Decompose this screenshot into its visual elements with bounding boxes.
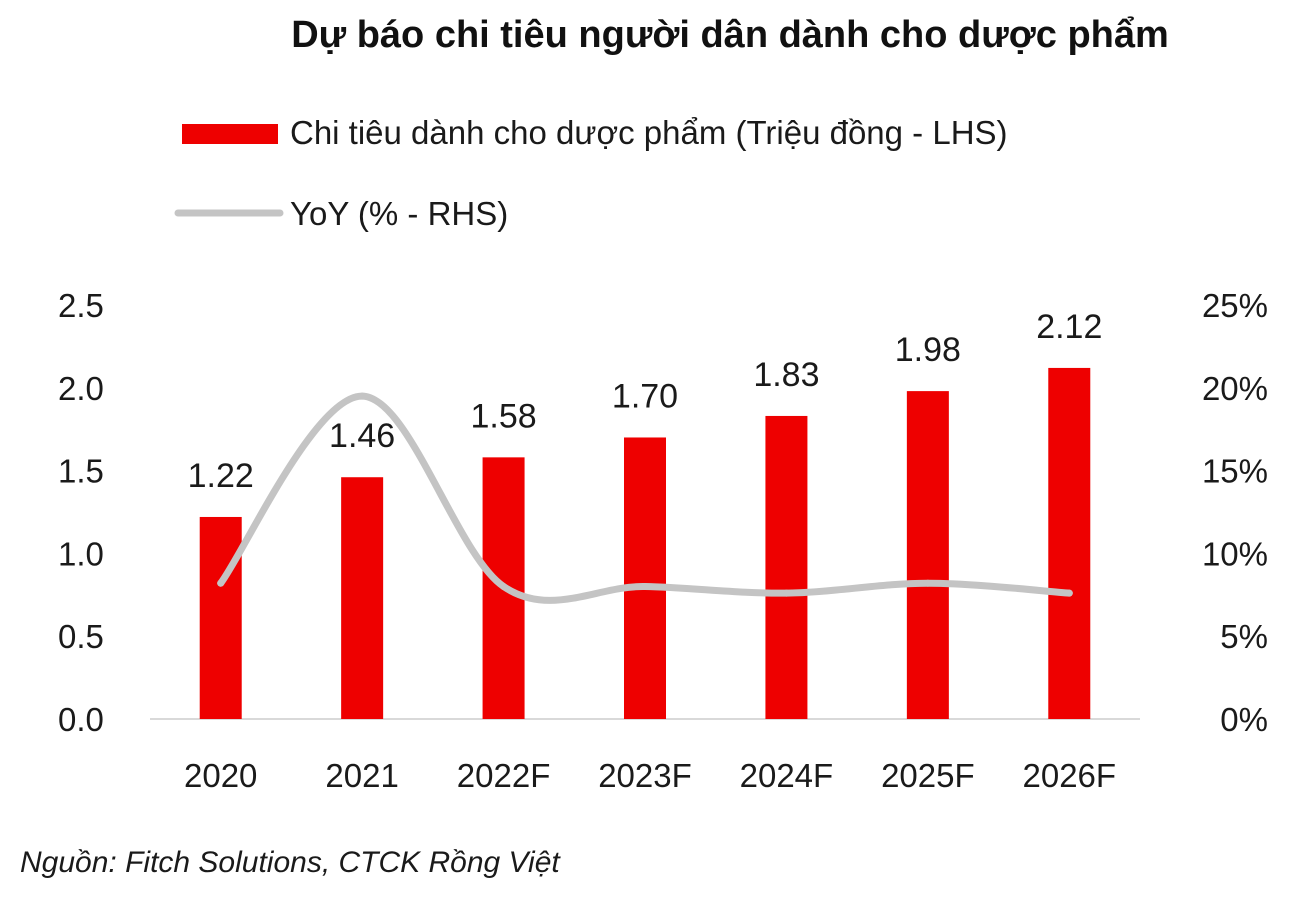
bar	[1048, 367, 1091, 719]
yoy-point	[500, 583, 508, 591]
yoy-point	[1065, 589, 1073, 597]
chart-title: Dự báo chi tiêu người dân dành cho dược …	[291, 14, 1169, 56]
bar	[341, 477, 384, 719]
right-axis-tick: 0%	[1220, 701, 1268, 738]
left-axis-tick: 1.0	[58, 535, 104, 572]
left-axis-tick: 2.0	[58, 370, 104, 407]
yoy-point	[358, 392, 366, 400]
left-axis-tick: 0.0	[58, 701, 104, 738]
bar-data-label: 1.83	[753, 356, 819, 394]
bar-data-label: 1.58	[470, 397, 536, 435]
x-axis-tick: 2020	[184, 757, 257, 794]
right-axis-tick: 10%	[1202, 535, 1268, 572]
plot-area: 0.0 0.5 1.0 1.5 2.0 2.5 0% 5% 10% 15% 20% 25% 2020 20…	[58, 287, 1268, 794]
yoy-line	[217, 392, 1073, 604]
yoy-point	[641, 583, 649, 591]
right-axis-tick: 25%	[1202, 287, 1268, 324]
x-axis-tick: 2021	[325, 757, 398, 794]
legend-label-line: YoY (% - RHS)	[290, 195, 508, 232]
yoy-point	[924, 579, 932, 587]
x-axis-tick: 2026F	[1022, 757, 1116, 794]
yoy-point	[217, 579, 225, 587]
bar	[765, 415, 808, 719]
right-axis-tick: 20%	[1202, 370, 1268, 407]
bar	[199, 516, 242, 719]
left-axis-tick: 2.5	[58, 287, 104, 324]
left-axis-tick: 1.5	[58, 453, 104, 490]
bar	[624, 437, 666, 719]
x-axis-tick: 2022F	[457, 757, 551, 794]
bar	[906, 391, 949, 719]
legend-swatch-bar	[182, 124, 278, 144]
bar-data-label: 1.46	[329, 417, 395, 455]
bar-data-label: 2.12	[1036, 308, 1102, 346]
right-axis-tick: 5%	[1220, 618, 1268, 655]
legend: Chi tiêu dành cho dược phẩm (Triệu đồng …	[174, 114, 1008, 232]
bar-data-label: 1.98	[895, 331, 961, 369]
x-axis-tick: 2025F	[881, 757, 975, 794]
source-note: Nguồn: Fitch Solutions, CTCK Rồng Việt	[20, 846, 561, 879]
left-axis-tick: 0.5	[58, 618, 104, 655]
bar-data-label: 1.70	[612, 377, 678, 415]
right-axis-tick: 15%	[1202, 453, 1268, 490]
yoy-point	[782, 589, 790, 597]
legend-label-bar: Chi tiêu dành cho dược phẩm (Triệu đồng …	[290, 114, 1008, 151]
x-axis-tick: 2024F	[740, 757, 834, 794]
x-axis-tick: 2023F	[598, 757, 692, 794]
bar-data-label: 1.22	[188, 457, 254, 495]
